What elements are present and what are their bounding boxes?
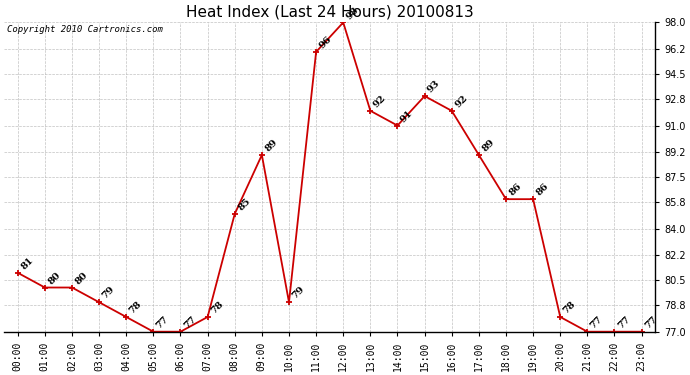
- Text: 86: 86: [535, 182, 551, 198]
- Text: 91: 91: [399, 108, 415, 124]
- Title: Heat Index (Last 24 Hours) 20100813: Heat Index (Last 24 Hours) 20100813: [186, 4, 473, 19]
- Text: 77: 77: [589, 314, 604, 330]
- Text: 93: 93: [426, 79, 442, 95]
- Text: 77: 77: [643, 314, 659, 330]
- Text: 85: 85: [236, 196, 252, 213]
- Text: 78: 78: [562, 300, 578, 316]
- Text: 80: 80: [73, 270, 90, 286]
- Text: 86: 86: [507, 182, 523, 198]
- Text: 96: 96: [317, 34, 333, 51]
- Text: 79: 79: [290, 285, 306, 301]
- Text: 92: 92: [372, 93, 388, 110]
- Text: 81: 81: [19, 256, 35, 272]
- Text: 78: 78: [128, 300, 144, 316]
- Text: 89: 89: [480, 138, 496, 154]
- Text: 77: 77: [182, 314, 198, 330]
- Text: Copyright 2010 Cartronics.com: Copyright 2010 Cartronics.com: [8, 25, 164, 34]
- Text: 78: 78: [209, 300, 225, 316]
- Text: 92: 92: [453, 93, 469, 110]
- Text: 79: 79: [101, 285, 117, 301]
- Text: 77: 77: [155, 314, 170, 330]
- Text: 98: 98: [344, 5, 361, 21]
- Text: 77: 77: [616, 314, 632, 330]
- Text: 89: 89: [264, 138, 279, 154]
- Text: 80: 80: [46, 270, 62, 286]
